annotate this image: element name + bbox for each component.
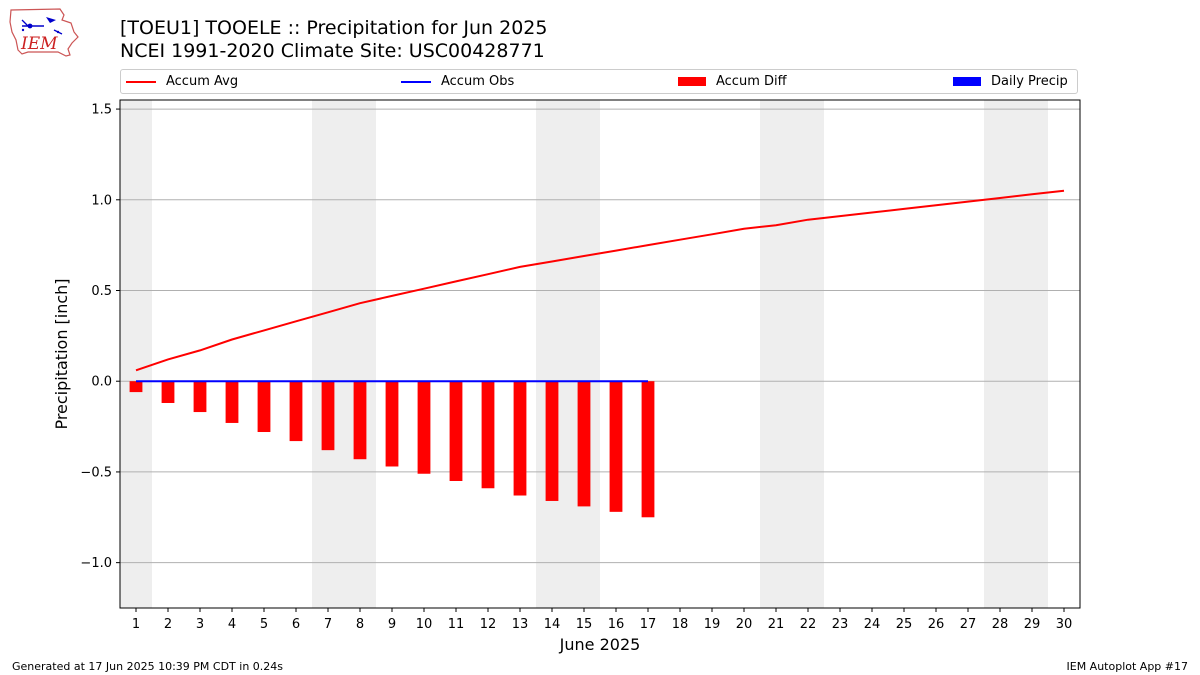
- legend-item-accum-diff: Accum Diff: [678, 70, 787, 93]
- x-tick-label: 21: [768, 617, 785, 632]
- x-tick-label: 6: [292, 617, 300, 632]
- accum-diff-bar: [417, 381, 431, 474]
- accum-diff-bar: [161, 381, 175, 403]
- legend-swatch-daily-precip: [953, 77, 981, 86]
- accum-diff-bar: [193, 381, 207, 413]
- legend: Accum Avg Accum Obs Accum Diff Daily Pre…: [120, 69, 1078, 94]
- x-tick-label: 23: [832, 617, 849, 632]
- x-tick-label: 28: [992, 617, 1009, 632]
- x-tick-label: 27: [960, 617, 977, 632]
- accum-diff-bar: [225, 381, 239, 423]
- weekend-shade: [760, 100, 792, 608]
- accum-diff-bar: [577, 381, 591, 507]
- accum-diff-bar: [385, 381, 399, 467]
- x-tick-label: 1: [132, 617, 140, 632]
- x-tick-label: 25: [896, 617, 913, 632]
- accum-diff-bar: [481, 381, 495, 489]
- x-tick-label: 11: [448, 617, 465, 632]
- x-axis-label: June 2025: [559, 635, 641, 654]
- x-tick-label: 13: [512, 617, 529, 632]
- legend-item-accum-avg: Accum Avg: [126, 70, 238, 93]
- weekend-shade: [312, 100, 344, 608]
- x-tick-label: 15: [576, 617, 593, 632]
- y-tick-label: −1.0: [80, 556, 112, 571]
- x-tick-label: 18: [672, 617, 689, 632]
- y-axis-label: Precipitation [inch]: [52, 278, 71, 429]
- plot-frame: [119, 99, 1081, 609]
- weekend-shade: [536, 100, 568, 608]
- weekend-shade: [344, 100, 376, 608]
- legend-item-accum-obs: Accum Obs: [401, 70, 514, 93]
- legend-swatch-accum-diff: [678, 77, 706, 86]
- x-tick-label: 24: [864, 617, 881, 632]
- accum-diff-bar: [289, 381, 303, 442]
- weekend-shade: [1016, 100, 1048, 608]
- legend-item-daily-precip: Daily Precip: [953, 70, 1068, 93]
- accum-diff-bar: [449, 381, 463, 481]
- weekend-shade: [792, 100, 824, 608]
- logo-text: IEM: [20, 34, 58, 54]
- x-tick-label: 30: [1056, 617, 1073, 632]
- footer-app-id: IEM Autoplot App #17: [1066, 660, 1189, 673]
- x-tick-label: 3: [196, 617, 204, 632]
- legend-label-accum-obs: Accum Obs: [441, 74, 515, 89]
- x-tick-label: 8: [356, 617, 364, 632]
- chart-subtitle: NCEI 1991-2020 Climate Site: USC00428771: [120, 40, 545, 62]
- legend-swatch-accum-obs: [401, 80, 431, 83]
- x-tick-label: 17: [640, 617, 657, 632]
- x-tick-label: 5: [260, 617, 268, 632]
- x-tick-label: 4: [228, 617, 236, 632]
- x-tick-label: 2: [164, 617, 172, 632]
- accum-diff-bar: [257, 381, 271, 433]
- x-tick-label: 20: [736, 617, 753, 632]
- weekend-shade: [568, 100, 600, 608]
- x-tick-label: 16: [608, 617, 625, 632]
- y-tick-label: 1.0: [91, 193, 112, 208]
- x-tick-label: 19: [704, 617, 721, 632]
- x-tick-label: 12: [480, 617, 497, 632]
- accum-avg-line: [135, 189, 1065, 372]
- y-tick-label: −0.5: [80, 465, 112, 480]
- chart-title: [TOEU1] TOOELE :: Precipitation for Jun …: [120, 17, 548, 39]
- weekend-shade: [984, 100, 1016, 608]
- legend-label-accum-diff: Accum Diff: [716, 74, 787, 89]
- accum-diff-bar: [513, 381, 527, 496]
- x-tick-label: 29: [1024, 617, 1041, 632]
- x-tick-label: 9: [388, 617, 396, 632]
- x-tick-label: 7: [324, 617, 332, 632]
- legend-label-daily-precip: Daily Precip: [991, 74, 1068, 89]
- iem-logo: IEM: [9, 8, 79, 57]
- y-tick-label: 0.5: [91, 284, 112, 299]
- accum-diff-bar: [321, 381, 335, 451]
- x-tick-label: 10: [416, 617, 433, 632]
- weekend-shade: [120, 100, 152, 608]
- accum-diff-bar: [129, 381, 143, 393]
- x-tick-label: 22: [800, 617, 817, 632]
- accum-diff-bar: [545, 381, 559, 501]
- accum-diff-bar: [641, 381, 655, 518]
- footer-generated: Generated at 17 Jun 2025 10:39 PM CDT in…: [12, 660, 284, 673]
- legend-label-accum-avg: Accum Avg: [166, 74, 239, 89]
- accum-diff-bar: [609, 381, 623, 512]
- x-tick-label: 26: [928, 617, 945, 632]
- y-tick-label: 0.0: [91, 375, 112, 390]
- y-tick-label: 1.5: [91, 103, 112, 118]
- x-tick-label: 14: [544, 617, 561, 632]
- legend-swatch-accum-avg: [126, 80, 156, 83]
- accum-diff-bar: [353, 381, 367, 460]
